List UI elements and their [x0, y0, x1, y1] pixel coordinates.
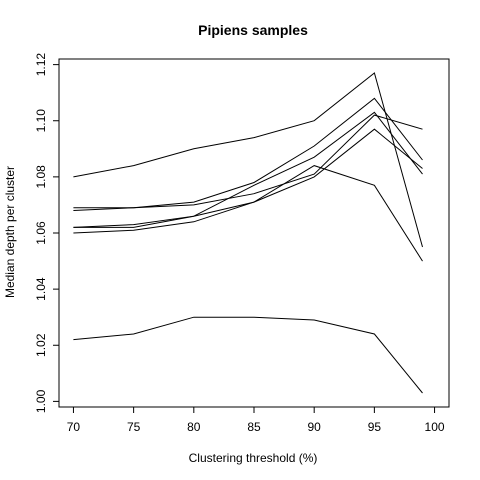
series-line-6	[73, 165, 423, 262]
y-tick-label: 1.10	[34, 109, 48, 133]
series-line-4	[73, 111, 423, 228]
series-line-3	[73, 114, 423, 211]
series-line-7	[73, 316, 423, 394]
series-lines	[73, 72, 423, 394]
y-tick-label: 1.12	[34, 53, 48, 77]
y-tick-label: 1.04	[34, 277, 48, 301]
series-line-1	[73, 72, 423, 248]
y-tick-label: 1.06	[34, 221, 48, 245]
x-tick-label: 75	[127, 420, 141, 434]
y-tick-label: 1.00	[34, 389, 48, 413]
y-tick-label: 1.02	[34, 333, 48, 357]
y-tick-label: 1.08	[34, 165, 48, 189]
y-axis: 1.00 1.02 1.04 1.06 1.08 1.10 1.12	[34, 53, 60, 413]
x-tick-label: 100	[425, 420, 445, 434]
series-line-5	[73, 128, 423, 228]
chart-title: Pipiens samples	[198, 22, 308, 38]
x-tick-label: 85	[247, 420, 261, 434]
x-tick-label: 70	[67, 420, 81, 434]
y-axis-label: Median depth per cluster	[3, 166, 17, 298]
x-tick-label: 95	[368, 420, 382, 434]
x-tick-label: 80	[187, 420, 201, 434]
x-axis-label: Clustering threshold (%)	[189, 451, 318, 465]
series-line-2	[73, 97, 423, 209]
x-axis: 70 75 80 85 90 95 100	[67, 406, 445, 434]
plot-frame	[58, 58, 450, 408]
x-tick-label: 90	[308, 420, 322, 434]
